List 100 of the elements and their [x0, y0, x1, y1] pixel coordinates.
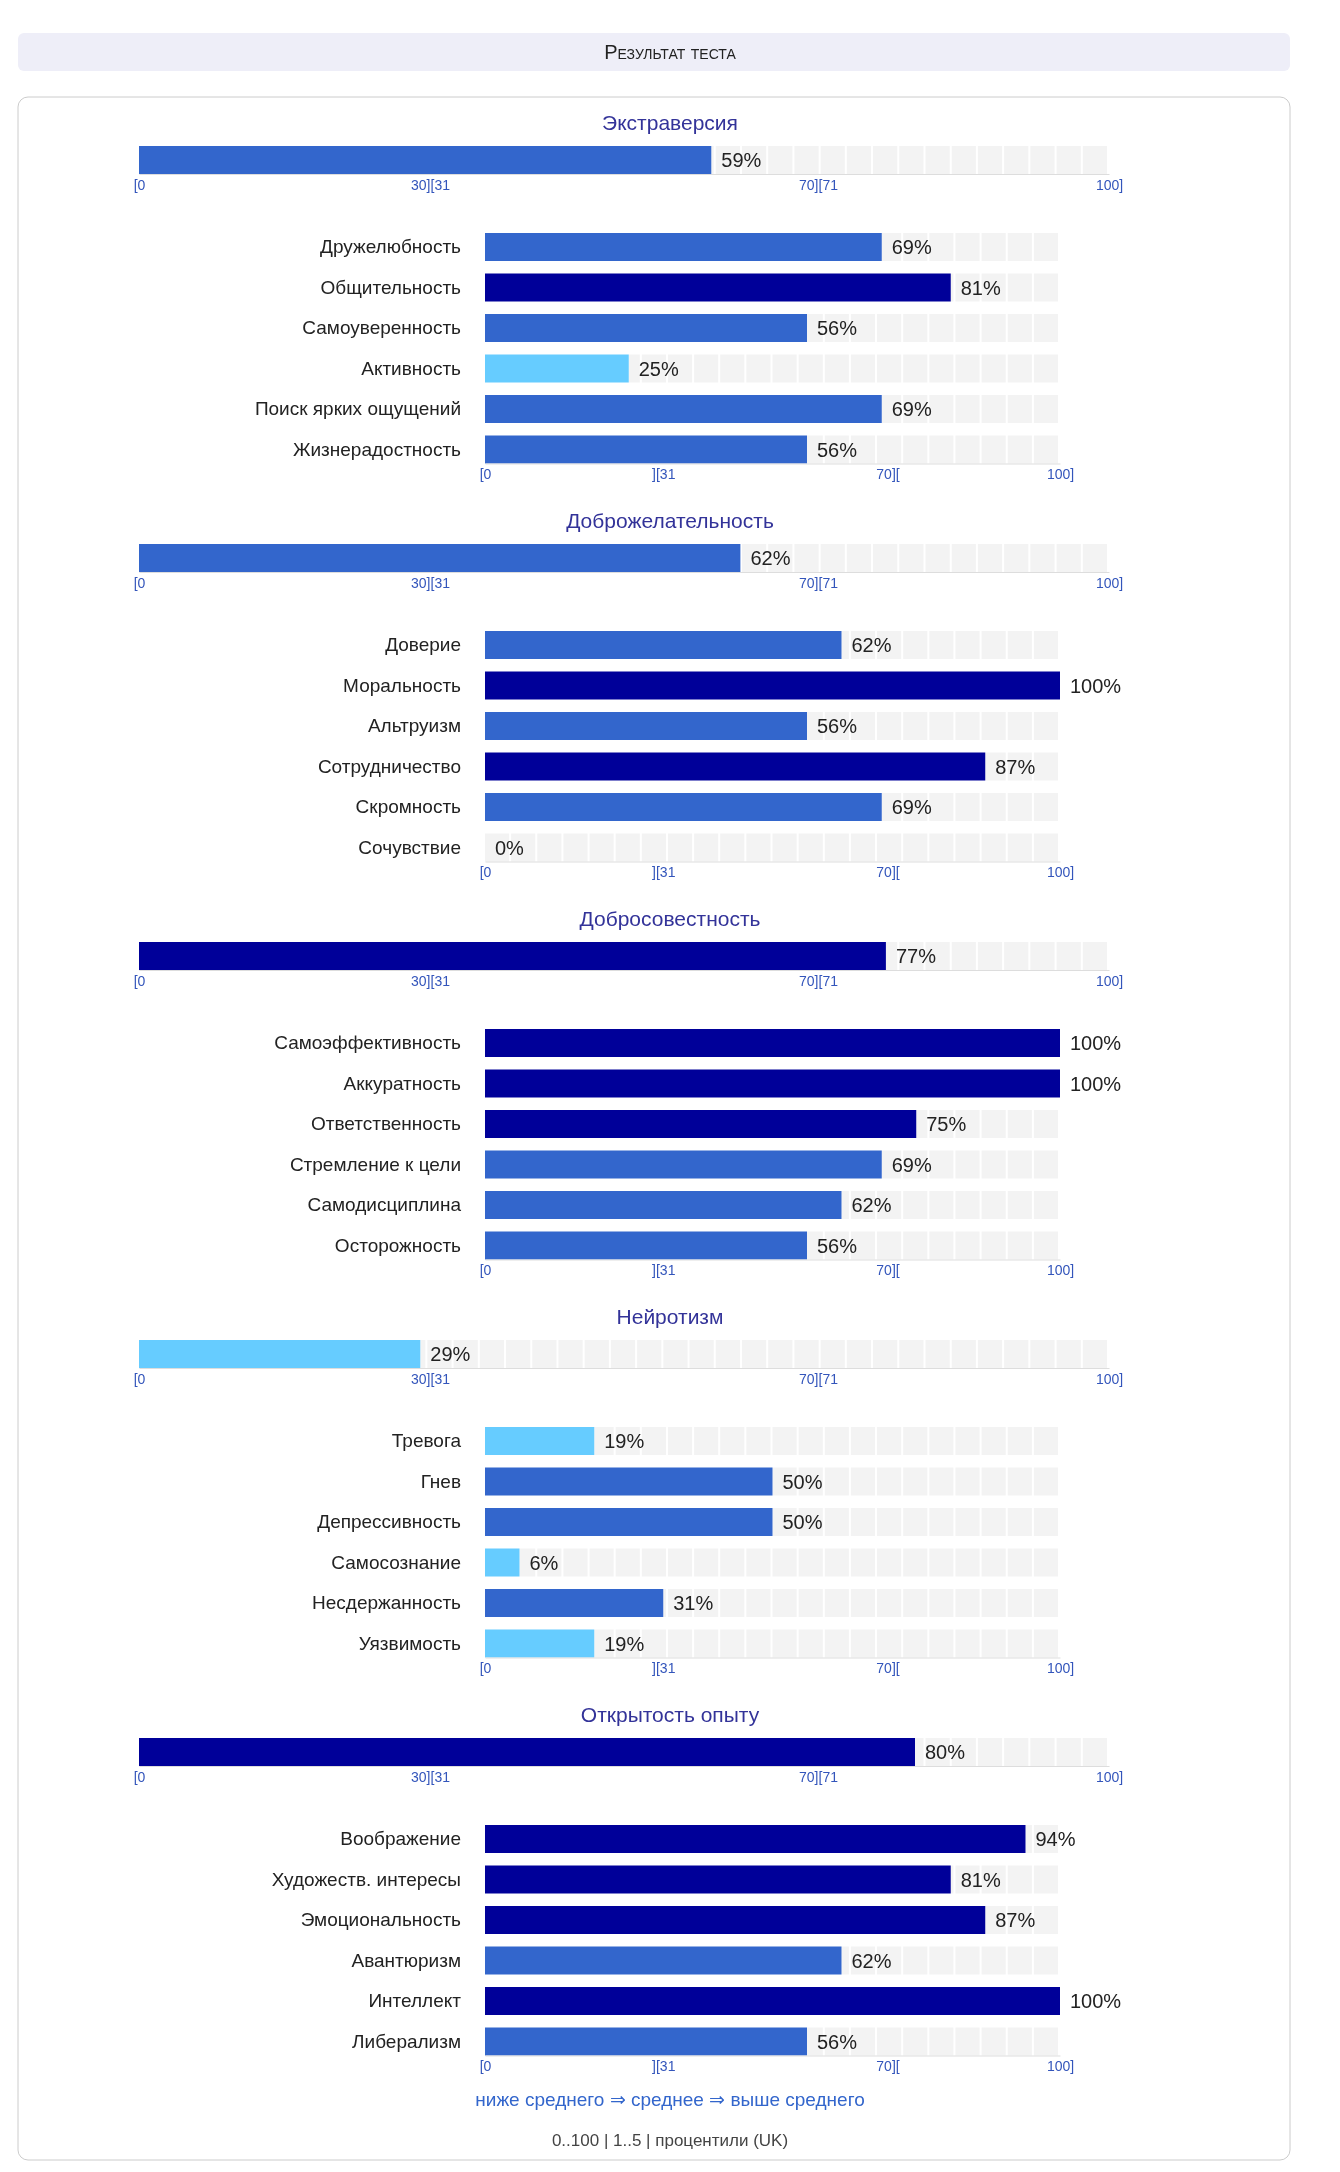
y-tick-label: Тревога [391, 1430, 462, 1451]
x-tick-label: [0 [479, 864, 492, 881]
y-tick-label: Активность [361, 357, 462, 379]
x-tick-label: 30][31 [411, 574, 451, 591]
y-tick-label: Доброжелательность [566, 509, 774, 532]
y-tick-label: Сочувствие [358, 836, 461, 858]
x-tick-label: [0 [133, 1370, 146, 1387]
y-tick-label: Доверие [385, 634, 461, 655]
x-tick-label: 70][ [876, 864, 900, 881]
bar [485, 1865, 951, 1894]
x-tick-label: 30][31 [411, 972, 451, 989]
y-tick-label: Открытость опыту [580, 1703, 760, 1726]
data-label: 69% [891, 796, 932, 818]
data-label: 25% [638, 357, 679, 380]
y-tick-label: Самодисциплина [307, 1194, 462, 1215]
y-tick-label: Дружелюбность [320, 236, 462, 257]
y-tick-label: Моральность [343, 674, 462, 696]
data-label: 56% [817, 715, 858, 737]
y-tick-label: Либерализм [352, 2030, 461, 2052]
data-label: 59% [721, 149, 762, 171]
data-label: 19% [604, 1430, 645, 1452]
y-tick-label: Гнев [420, 1470, 461, 1492]
text: 0..100 | 1..5 | процентили (UK) [551, 2130, 789, 2150]
x-tick-label: 30][31 [411, 176, 451, 193]
x-tick-label: 100] [1095, 1370, 1124, 1387]
x-tick-label: [0 [133, 176, 146, 193]
x-tick-label: 100] [1095, 574, 1124, 591]
y-tick-label: Альтруизм [367, 715, 461, 736]
x-tick-label: 70][ [876, 1660, 900, 1677]
x-tick-label: 70][ [876, 1262, 900, 1279]
data-label: 69% [891, 398, 932, 420]
bar [485, 671, 1060, 700]
data-label: 62% [851, 1194, 892, 1216]
data-label: 100% [1070, 674, 1122, 697]
x-tick-label: 100] [1046, 466, 1075, 483]
data-label: 81% [960, 1868, 1001, 1891]
data-label: 87% [995, 755, 1036, 778]
x-tick-label: [0 [133, 574, 146, 591]
x-tick-label: 70][71 [799, 574, 839, 591]
x-tick-label: 100] [1095, 972, 1124, 989]
y-tick-label: Нейротизм [616, 1305, 724, 1328]
x-tick-label: [0 [479, 1660, 492, 1677]
data-label: 80% [925, 1741, 966, 1763]
y-tick-label: Художеств. интересы [271, 1868, 461, 1890]
data-label: 29% [430, 1343, 471, 1365]
y-tick-label: Жизнерадостность [292, 438, 462, 460]
y-tick-label: Уязвимость [358, 1632, 462, 1654]
text: Результат теста [604, 41, 737, 63]
y-tick-label: Экстраверсия [602, 111, 738, 134]
data-label: 69% [891, 236, 932, 258]
y-tick-label: Эмоциональность [300, 1909, 462, 1930]
bar [485, 1987, 1060, 2015]
y-tick-label: Воображение [340, 1828, 461, 1849]
x-tick-label: [0 [479, 466, 492, 483]
data-label: 62% [750, 547, 791, 569]
y-tick-label: Самоуверенность [302, 317, 462, 338]
y-tick-label: Интеллект [368, 1990, 462, 2011]
bar [485, 1589, 664, 1617]
data-label: 100% [1070, 1072, 1122, 1095]
x-tick-label: 100] [1046, 1660, 1075, 1677]
x-tick-label: [0 [479, 1262, 492, 1279]
x-tick-label: 70][71 [799, 972, 839, 989]
data-label: 19% [604, 1632, 645, 1655]
x-tick-label: [0 [133, 972, 146, 989]
x-tick-label: ][31 [652, 1660, 676, 1677]
x-tick-label: 100] [1046, 1262, 1075, 1279]
data-label: 69% [891, 1153, 932, 1176]
data-label: 62% [851, 1949, 892, 1972]
data-label: 50% [782, 1511, 823, 1533]
x-tick-label: ][31 [652, 864, 676, 881]
x-tick-label: 30][31 [411, 1768, 451, 1785]
x-tick-label: 70][71 [799, 1768, 839, 1785]
bar [485, 273, 951, 302]
x-tick-label: ][31 [652, 1262, 676, 1279]
data-label: 94% [1035, 1828, 1076, 1850]
data-label: 56% [817, 1234, 858, 1257]
bar [485, 1069, 1060, 1098]
x-tick-label: [0 [133, 1768, 146, 1785]
x-tick-label: [0 [479, 2058, 492, 2075]
data-label: 75% [926, 1113, 967, 1135]
data-label: 56% [817, 317, 858, 339]
x-tick-label: ][31 [652, 2058, 676, 2075]
y-tick-label: Осторожность [334, 1234, 462, 1256]
data-label: 56% [817, 438, 858, 461]
x-tick-label: 100] [1046, 2058, 1075, 2075]
y-tick-label: Аккуратность [343, 1072, 462, 1094]
data-label: 50% [782, 1470, 823, 1493]
data-label: 31% [673, 1592, 714, 1614]
data-label: 87% [995, 1909, 1036, 1931]
data-label: 81% [960, 276, 1001, 299]
text: ниже среднего ⇒ среднее ⇒ выше среднего [475, 2088, 865, 2110]
x-tick-label: 100] [1095, 176, 1124, 193]
y-tick-label: Самосознание [331, 1551, 461, 1573]
x-tick-label: 70][ [876, 466, 900, 483]
data-label: 100% [1070, 1032, 1122, 1054]
y-tick-label: Поиск ярких ощущений [254, 398, 461, 419]
bar [485, 1029, 1060, 1057]
y-tick-label: Депрессивность [317, 1511, 462, 1532]
x-tick-label: 30][31 [411, 1370, 451, 1387]
data-label: 62% [851, 634, 892, 656]
